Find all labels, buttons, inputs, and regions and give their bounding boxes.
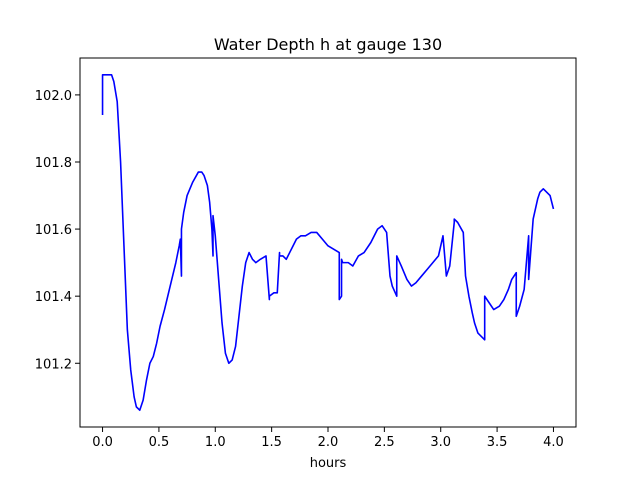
x-tick-label: 0.5: [149, 435, 170, 450]
y-tick-label: 101.4: [35, 290, 72, 305]
y-tick-label: 101.8: [35, 156, 72, 171]
x-tick-label: 1.5: [261, 435, 282, 450]
x-tick-label: 0.0: [92, 435, 113, 450]
y-tick-label: 101.2: [35, 357, 72, 372]
x-axis-ticks: 0.0 0.5 1.0 1.5 2.0 2.5 3.0 3.5 4.0: [92, 427, 564, 450]
x-tick-label: 2.0: [318, 435, 339, 450]
plot-area: [101, 73, 555, 412]
plot-frame: [79, 57, 577, 428]
x-tick-label: 3.0: [430, 435, 451, 450]
x-tick-label: 1.0: [205, 435, 226, 450]
x-tick-label: 4.0: [543, 435, 564, 450]
chart-title: Water Depth h at gauge 130: [214, 35, 442, 54]
x-tick-label: 2.5: [374, 435, 395, 450]
x-axis-label: hours: [310, 456, 347, 471]
x-tick-label: 3.5: [487, 435, 508, 450]
y-axis-ticks: 101.2 101.4 101.6 101.8 102.0: [35, 89, 80, 372]
series-line: [101, 73, 555, 412]
y-tick-label: 101.6: [35, 223, 72, 238]
y-tick-label: 102.0: [35, 89, 72, 104]
